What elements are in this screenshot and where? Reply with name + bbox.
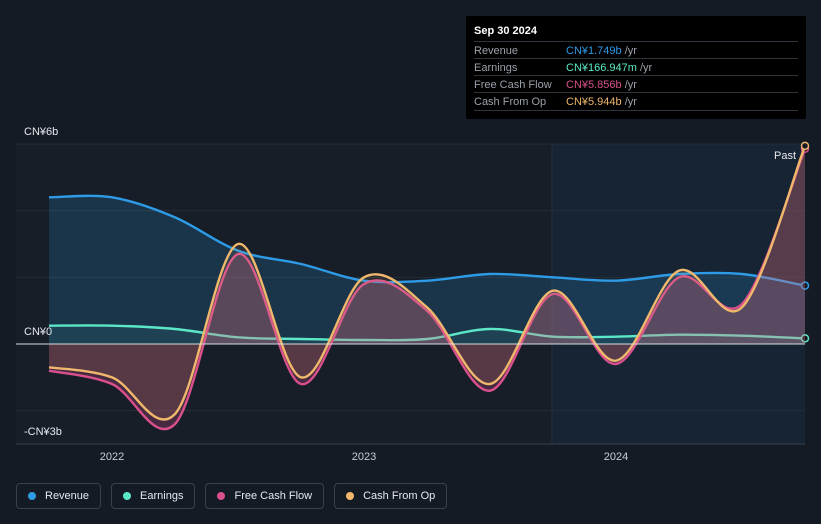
area-free-cash-flow xyxy=(49,148,805,430)
point-cash-from-op xyxy=(800,141,810,151)
tooltip: Sep 30 2024 Revenue CN¥1.749b /yr Earnin… xyxy=(466,16,806,119)
area-revenue xyxy=(49,195,805,344)
legend-label: Cash From Op xyxy=(363,490,436,502)
line-revenue xyxy=(48,194,806,287)
legend-label: Free Cash Flow xyxy=(234,490,313,502)
point-earnings xyxy=(800,334,810,343)
legend-item-free-cash-flow[interactable]: Free Cash Flow xyxy=(205,483,325,509)
tooltip-row-free-cash-flow: Free Cash Flow CN¥5.856b /yr xyxy=(474,75,798,93)
legend-label: Earnings xyxy=(140,490,184,502)
point-revenue xyxy=(800,281,810,290)
legend: Revenue Earnings Free Cash Flow Cash Fro… xyxy=(16,483,448,509)
legend-item-revenue[interactable]: Revenue xyxy=(16,483,102,509)
y-tick-label-zero: CN¥0 xyxy=(24,326,53,338)
y-tick-label-top: CN¥6b xyxy=(24,126,59,138)
legend-item-earnings[interactable]: Earnings xyxy=(111,483,196,509)
tooltip-value: CN¥1.749b /yr xyxy=(566,45,637,57)
y-tick-label-bottom: -CN¥3b xyxy=(24,426,62,438)
area-cash-from-op xyxy=(49,145,805,420)
tooltip-row-earnings: Earnings CN¥166.947m /yr xyxy=(474,58,798,76)
line-earnings xyxy=(48,324,806,342)
legend-dot-icon xyxy=(217,492,226,500)
legend-dot-icon xyxy=(28,492,36,500)
x-tick-label-2022: 2022 xyxy=(99,451,125,463)
past-label: Past xyxy=(774,150,797,162)
area-earnings xyxy=(49,325,805,344)
tooltip-label: Cash From Op xyxy=(474,96,547,108)
legend-label: Revenue xyxy=(45,490,90,502)
past-region-band xyxy=(552,144,805,444)
legend-dot-icon xyxy=(123,492,132,500)
tooltip-row-cash-from-op: Cash From Op CN¥5.944b /yr xyxy=(474,92,798,111)
x-tick-label-2024: 2024 xyxy=(603,451,629,463)
tooltip-value: CN¥5.944b /yr xyxy=(566,96,637,108)
tooltip-row-revenue: Revenue CN¥1.749b /yr xyxy=(474,41,798,59)
tooltip-value: CN¥166.947m /yr xyxy=(566,62,653,74)
x-tick-label-2023: 2023 xyxy=(351,451,377,463)
tooltip-value: CN¥5.856b /yr xyxy=(566,79,637,91)
line-cash-from-op xyxy=(48,145,807,421)
tooltip-label: Revenue xyxy=(474,45,519,57)
legend-dot-icon xyxy=(346,492,355,500)
tooltip-date: Sep 30 2024 xyxy=(474,25,537,37)
line-free-cash-flow xyxy=(48,148,807,431)
tooltip-label: Free Cash Flow xyxy=(474,79,552,91)
tooltip-label: Earnings xyxy=(474,62,518,74)
legend-item-cash-from-op[interactable]: Cash From Op xyxy=(334,483,448,509)
